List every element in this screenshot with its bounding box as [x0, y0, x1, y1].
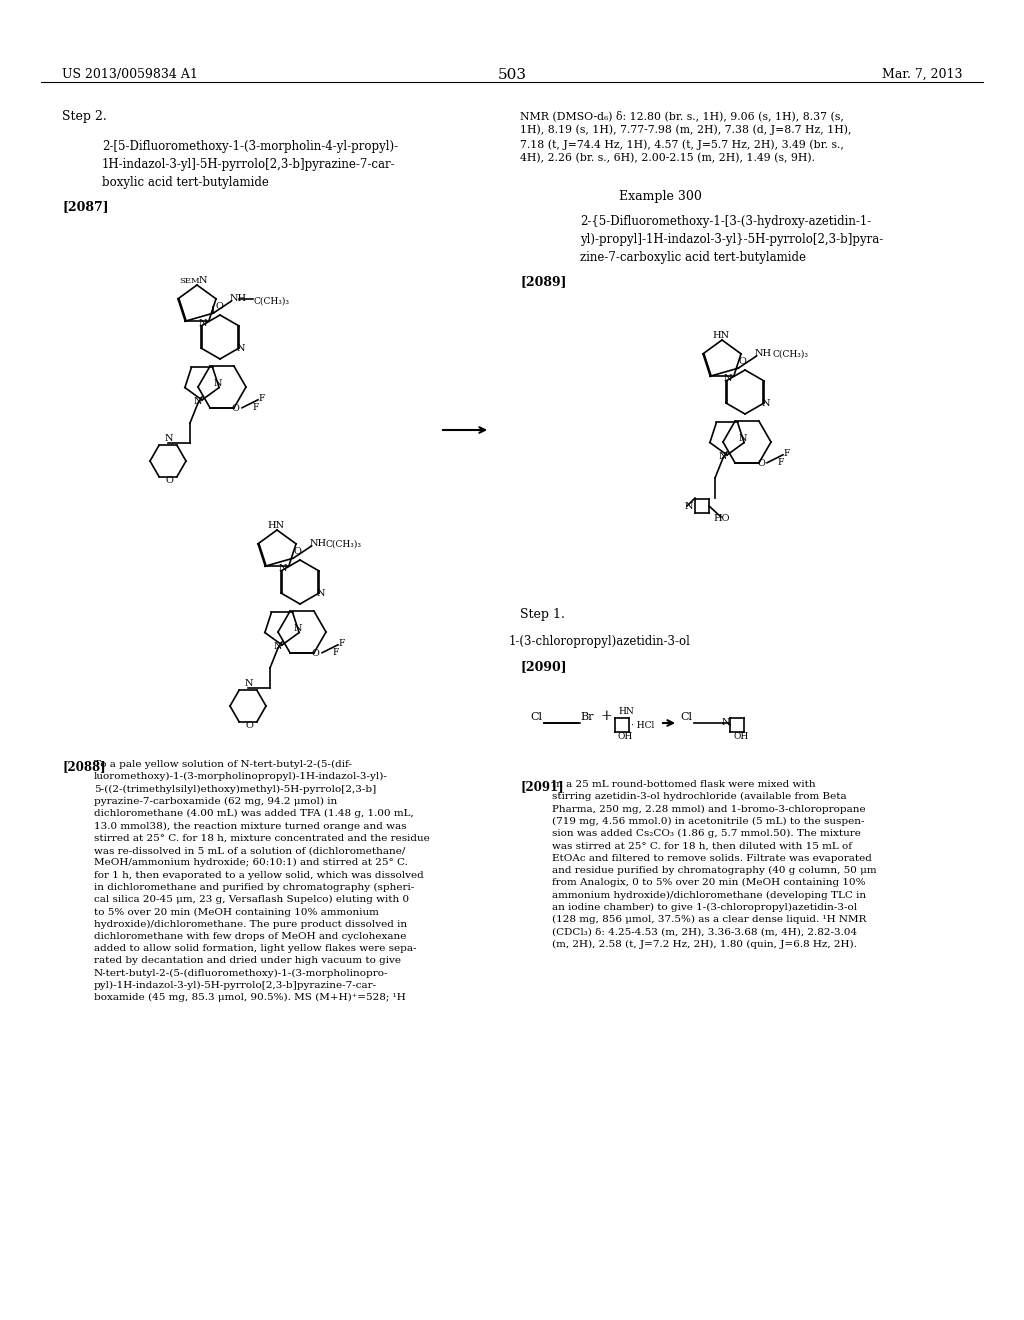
Text: Br: Br	[580, 711, 594, 722]
Text: O: O	[165, 477, 173, 484]
Text: OH: OH	[733, 733, 749, 741]
Text: [2088]: [2088]	[62, 760, 105, 774]
Text: N: N	[199, 276, 208, 285]
Text: C(CH₃)₃: C(CH₃)₃	[772, 350, 808, 358]
Text: NH: NH	[755, 350, 771, 358]
Text: N: N	[762, 399, 770, 408]
Text: O: O	[293, 548, 301, 556]
Text: [2087]: [2087]	[62, 201, 109, 213]
Text: HO: HO	[713, 513, 729, 523]
Text: Cl: Cl	[680, 711, 692, 722]
Text: 1-(3-chloropropyl)azetidin-3-ol: 1-(3-chloropropyl)azetidin-3-ol	[509, 635, 691, 648]
Text: NMR (DMSO-d₆) δ: 12.80 (br. s., 1H), 9.06 (s, 1H), 8.37 (s,
1H), 8.19 (s, 1H), 7: NMR (DMSO-d₆) δ: 12.80 (br. s., 1H), 9.0…	[520, 110, 852, 164]
Text: O: O	[232, 404, 240, 413]
Text: N: N	[719, 451, 727, 461]
Text: O: O	[757, 459, 765, 467]
Text: N: N	[293, 623, 302, 632]
Text: N: N	[724, 374, 732, 383]
Text: C(CH₃)₃: C(CH₃)₃	[253, 296, 289, 305]
Text: O: O	[312, 649, 319, 657]
Text: O: O	[245, 721, 253, 730]
Text: N: N	[213, 379, 221, 388]
Text: F: F	[783, 449, 790, 458]
Text: Example 300: Example 300	[618, 190, 701, 203]
Text: US 2013/0059834 A1: US 2013/0059834 A1	[62, 69, 198, 81]
Text: 2-{5-Difluoromethoxy-1-[3-(3-hydroxy-azetidin-1-
yl)-propyl]-1H-indazol-3-yl}-5H: 2-{5-Difluoromethoxy-1-[3-(3-hydroxy-aze…	[580, 215, 884, 264]
Text: To a pale yellow solution of N-tert-butyl-2-(5-(dif-
luoromethoxy)-1-(3-morpholi: To a pale yellow solution of N-tert-buty…	[94, 760, 430, 1002]
Text: N: N	[245, 678, 254, 688]
Text: NH: NH	[229, 294, 247, 304]
Text: In a 25 mL round-bottomed flask were mixed with
stirring azetidin-3-ol hydrochlo: In a 25 mL round-bottomed flask were mix…	[552, 780, 877, 949]
Text: N: N	[274, 642, 283, 651]
Text: OH: OH	[618, 733, 633, 741]
Text: F: F	[252, 403, 258, 412]
Text: [2090]: [2090]	[520, 660, 566, 673]
Text: O: O	[215, 302, 223, 312]
Text: N: N	[194, 397, 203, 407]
Text: [2089]: [2089]	[520, 275, 566, 288]
Text: C(CH₃)₃: C(CH₃)₃	[326, 539, 361, 548]
Text: · HCl: · HCl	[631, 721, 654, 730]
Text: N: N	[165, 434, 173, 444]
Text: N: N	[685, 502, 693, 511]
Text: N: N	[317, 589, 326, 598]
Text: SEM: SEM	[179, 277, 200, 285]
Text: N: N	[279, 564, 288, 573]
Text: 2-[5-Difluoromethoxy-1-(3-morpholin-4-yl-propyl)-
1H-indazol-3-yl]-5H-pyrrolo[2,: 2-[5-Difluoromethoxy-1-(3-morpholin-4-yl…	[102, 140, 398, 189]
Text: O: O	[738, 358, 746, 366]
Text: [2091]: [2091]	[520, 780, 563, 793]
Text: N: N	[738, 433, 746, 442]
Text: HN: HN	[618, 708, 634, 715]
Text: Step 1.: Step 1.	[520, 609, 565, 620]
Text: HN: HN	[712, 331, 729, 341]
Text: NH: NH	[309, 539, 327, 548]
Text: N: N	[237, 345, 246, 352]
Text: Step 2.: Step 2.	[62, 110, 106, 123]
Text: N: N	[722, 718, 730, 727]
Text: F: F	[258, 393, 264, 403]
Text: +: +	[600, 709, 611, 723]
Text: F: F	[332, 648, 338, 657]
Text: 503: 503	[498, 69, 526, 82]
Text: Mar. 7, 2013: Mar. 7, 2013	[882, 69, 962, 81]
Text: F: F	[338, 639, 344, 648]
Text: HN: HN	[267, 521, 284, 531]
Text: Cl: Cl	[530, 711, 542, 722]
Text: N: N	[199, 319, 208, 327]
Text: F: F	[777, 458, 783, 467]
